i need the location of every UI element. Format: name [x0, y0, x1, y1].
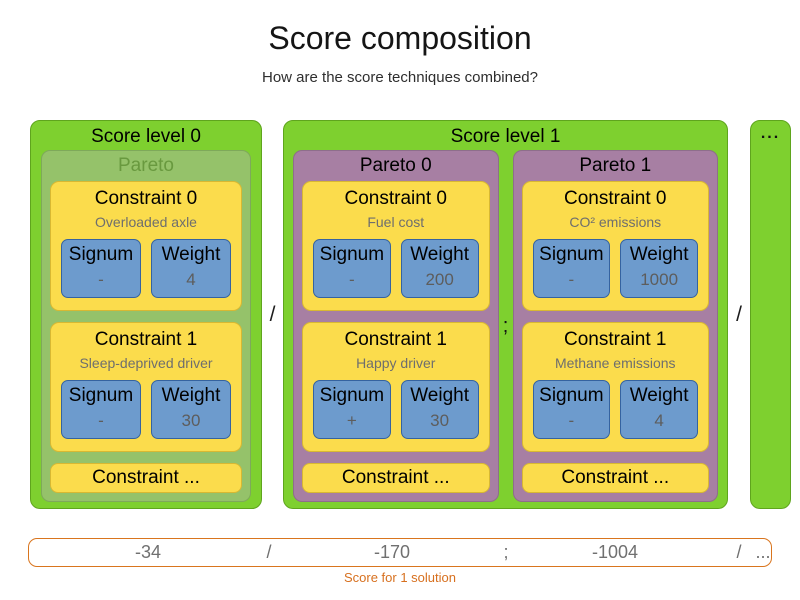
signum-box: Signum -: [532, 380, 611, 439]
weight-value: 4: [654, 411, 664, 430]
weight-label: Weight: [629, 244, 689, 265]
page-title: Score composition: [268, 20, 532, 56]
signum-box: Signum -: [313, 239, 391, 298]
constraint-name: CO² emissions: [569, 214, 662, 230]
signum-label: Signum: [539, 385, 604, 406]
score-ellipsis: ...: [755, 542, 771, 562]
score-level-1-body: Pareto 0 Constraint 0 Fuel cost Signum -…: [284, 150, 727, 502]
score-separator: /: [266, 542, 272, 562]
constraint-more: Constraint ...: [521, 463, 709, 493]
weight-label: Weight: [161, 244, 221, 265]
weight-value: 30: [181, 411, 201, 430]
constraint-title: Constraint 1: [344, 329, 447, 350]
pareto-title: Pareto: [118, 155, 174, 176]
factor-row: Signum - Weight 30: [61, 380, 231, 439]
pareto-title: Pareto 0: [359, 155, 432, 176]
signum-value: +: [346, 411, 357, 430]
score-separator: /: [736, 542, 742, 562]
signum-value: -: [568, 270, 575, 289]
score-level-0-body: Pareto Constraint 0 Overloaded axle Sign…: [31, 150, 261, 502]
signum-value: -: [568, 411, 575, 430]
weight-label: Weight: [629, 385, 689, 406]
weight-value: 1000: [640, 270, 679, 289]
constraint-name: Fuel cost: [367, 214, 425, 230]
weight-box: Weight 4: [620, 380, 698, 439]
constraint-name: Sleep-deprived driver: [79, 355, 213, 371]
signum-value: -: [349, 270, 355, 289]
pareto-separator-semicolon: ;: [502, 314, 509, 337]
factor-row: Signum - Weight 1000: [532, 239, 698, 298]
constraint-name: Methane emissions: [554, 355, 676, 371]
constraint-title: Constraint 0: [564, 188, 667, 209]
signum-label: Signum: [539, 244, 604, 265]
level-separator-slash: /: [736, 302, 742, 326]
signum-value: -: [98, 411, 104, 430]
score-composition-diagram: Score level 0 Pareto Constraint 0 Overlo…: [30, 120, 791, 509]
more-score-levels-bar: ...: [750, 120, 791, 509]
score-value: -34: [134, 542, 162, 562]
constraint-title: Constraint 0: [344, 188, 447, 209]
pareto-title: Pareto 1: [579, 155, 652, 176]
factor-row: Signum - Weight 4: [532, 380, 698, 439]
factor-row: Signum - Weight 200: [313, 239, 479, 298]
weight-value: 200: [425, 270, 454, 289]
score-value: -1004: [591, 542, 639, 562]
constraint-name: Happy driver: [356, 355, 436, 371]
weight-box: Weight 30: [400, 380, 479, 439]
constraint-more: Constraint ...: [302, 463, 490, 493]
level-separator-slash: /: [269, 302, 276, 326]
score-level-0: Score level 0 Pareto Constraint 0 Overlo…: [30, 120, 262, 509]
score-caption: Score for 1 solution: [343, 570, 456, 585]
constraint-card: Constraint 1 Methane emissions Signum - …: [521, 322, 709, 452]
pareto-group-1: Pareto 1 Constraint 0 CO² emissions Sign…: [512, 150, 718, 502]
constraint-title: Constraint 1: [564, 329, 667, 350]
constraint-title: Constraint 1: [94, 329, 198, 350]
weight-box: Weight 200: [400, 239, 479, 298]
signum-label: Signum: [319, 244, 385, 265]
weight-value: 30: [430, 411, 450, 430]
pareto-group-disabled: Pareto Constraint 0 Overloaded axle Sign…: [41, 150, 251, 502]
weight-box: Weight 4: [151, 239, 231, 298]
constraint-name: Overloaded axle: [95, 214, 197, 230]
signum-label: Signum: [319, 385, 385, 406]
signum-label: Signum: [68, 385, 134, 406]
signum-box: Signum +: [313, 380, 391, 439]
signum-value: -: [98, 270, 104, 289]
score-level-1: Score level 1 Pareto 0 Constraint 0 Fuel…: [283, 120, 728, 509]
constraint-card: Constraint 0 Fuel cost Signum - Weight 2…: [302, 181, 490, 311]
factor-row: Signum + Weight 30: [313, 380, 479, 439]
weight-box: Weight 1000: [620, 239, 698, 298]
constraint-more: Constraint ...: [50, 463, 242, 493]
factor-row: Signum - Weight 4: [61, 239, 231, 298]
signum-box: Signum -: [61, 380, 141, 439]
ellipsis-label: ...: [760, 125, 781, 142]
constraint-card: Constraint 0 CO² emissions Signum - Weig…: [521, 181, 709, 311]
constraint-card: Constraint 0 Overloaded axle Signum - We…: [50, 181, 242, 311]
constraint-card: Constraint 1 Happy driver Signum + Weigh…: [302, 322, 490, 452]
weight-label: Weight: [161, 385, 221, 406]
score-value: -170: [373, 542, 411, 562]
constraint-card: Constraint 1 Sleep-deprived driver Signu…: [50, 322, 242, 452]
weight-value: 4: [186, 270, 196, 289]
score-result-box: -34 / -170 ; -1004 / ...: [28, 538, 772, 567]
weight-box: Weight 30: [151, 380, 231, 439]
signum-box: Signum -: [61, 239, 141, 298]
score-level-0-title: Score level 0: [91, 126, 201, 147]
score-level-1-title: Score level 1: [450, 126, 561, 147]
constraint-title: Constraint 0: [94, 188, 198, 209]
signum-box: Signum -: [532, 239, 611, 298]
pareto-group-0: Pareto 0 Constraint 0 Fuel cost Signum -…: [293, 150, 499, 502]
weight-label: Weight: [410, 244, 470, 265]
page-subtitle: How are the score techniques combined?: [262, 69, 538, 86]
signum-label: Signum: [68, 244, 134, 265]
score-separator: ;: [503, 542, 509, 562]
weight-label: Weight: [410, 385, 470, 406]
